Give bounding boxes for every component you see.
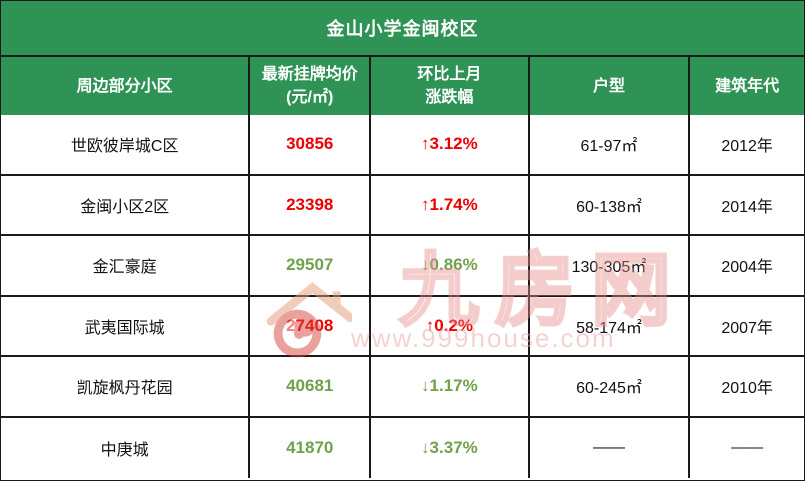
change-cell: ↓1.17%	[371, 357, 530, 416]
header-unit-type: 户型	[529, 57, 691, 115]
header-label: (元/㎡)	[286, 89, 334, 106]
header-community: 周边部分小区	[1, 57, 251, 115]
header-label: 周边部分小区	[76, 77, 173, 95]
year-cell: ——	[731, 438, 764, 456]
community-name-cell: 世欧彼岸城C区	[1, 115, 251, 174]
unit-range-cell: 61-97㎡	[530, 115, 691, 174]
price-cell: 30856	[250, 115, 372, 174]
change-cell: ↑1.74%	[371, 175, 530, 234]
unit-range-cell: 130-305㎡	[530, 236, 691, 295]
table-row: 武夷国际城 27408 ↑0.2% 58-174㎡ 2007年	[1, 296, 804, 357]
unit-range-cell: 58-174㎡	[530, 296, 691, 355]
year-cell: 2014年	[721, 198, 773, 216]
table-title: 金山小学金闽校区	[1, 1, 804, 57]
community-name-cell: 金汇豪庭	[1, 236, 251, 295]
unit-range-cell: 60-138㎡	[530, 175, 691, 234]
community-name-cell: 中庚城	[1, 417, 251, 478]
table-row: 中庚城 41870 ↓3.37% —— ——	[1, 417, 804, 478]
header-label: 涨跌幅	[425, 89, 474, 106]
change-cell: ↓0.86%	[371, 236, 530, 295]
community-name-cell: 武夷国际城	[1, 296, 251, 355]
table-header-row: 周边部分小区 最新挂牌均价 (元/㎡) 环比上月 涨跌幅 户型 建筑年代	[1, 57, 804, 115]
year-cell: 2010年	[721, 380, 773, 398]
unit-range-cell: ——	[530, 417, 691, 478]
header-label: 建筑年代	[715, 77, 780, 95]
header-mom-change: 环比上月 涨跌幅	[371, 57, 530, 115]
table-row: 世欧彼岸城C区 30856 ↑3.12% 61-97㎡ 2012年	[1, 115, 804, 176]
price-cell: 41870	[250, 417, 372, 478]
community-name-cell: 凯旋枫丹花园	[1, 357, 251, 416]
price-cell: 27408	[250, 296, 372, 355]
change-cell: ↑3.12%	[371, 115, 530, 174]
table-row: 凯旋枫丹花园 40681 ↓1.17% 60-245㎡ 2010年	[1, 357, 804, 418]
year-cell: 2004年	[721, 259, 773, 277]
unit-range-cell: 60-245㎡	[530, 357, 691, 416]
header-latest-price: 最新挂牌均价 (元/㎡)	[250, 57, 372, 115]
community-name-cell: 金闽小区2区	[1, 175, 251, 234]
header-label: 户型	[592, 77, 625, 95]
price-cell: 40681	[250, 357, 372, 416]
table-row: 金闽小区2区 23398 ↑1.74% 60-138㎡ 2014年	[1, 175, 804, 236]
change-cell: ↑0.2%	[371, 296, 530, 355]
table-row: 金汇豪庭 29507 ↓0.86% 130-305㎡ 2004年	[1, 236, 804, 297]
table-body: 世欧彼岸城C区 30856 ↑3.12% 61-97㎡ 2012年 金闽小区2区…	[1, 115, 804, 478]
header-build-year: 建筑年代	[690, 57, 804, 115]
year-cell: 2012年	[721, 138, 773, 156]
price-cell: 29507	[250, 236, 372, 295]
header-label: 环比上月	[417, 66, 482, 83]
price-cell: 23398	[250, 175, 372, 234]
change-cell: ↓3.37%	[371, 417, 530, 478]
header-label: 最新挂牌均价	[261, 66, 358, 83]
year-cell: 2007年	[721, 319, 773, 337]
